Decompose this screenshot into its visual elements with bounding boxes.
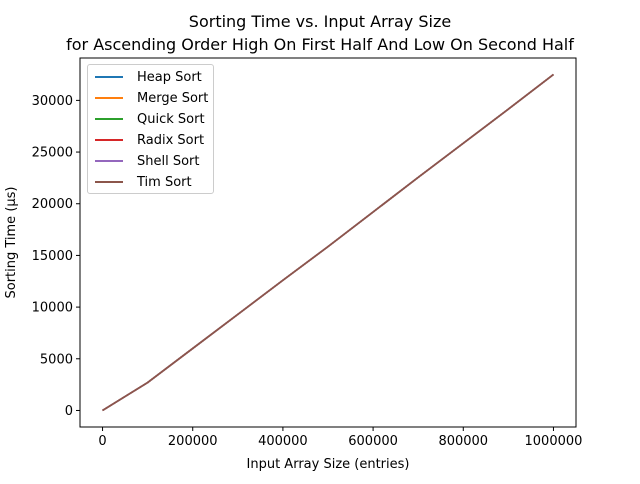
- chart-title: Sorting Time vs. Input Array Size: [189, 12, 451, 31]
- legend-item-tim-sort: Tim Sort: [95, 173, 192, 191]
- legend-swatch: [95, 97, 123, 99]
- legend-item-shell-sort: Shell Sort: [95, 152, 200, 170]
- x-tick-label: 800000: [438, 434, 488, 449]
- legend-swatch: [95, 76, 123, 78]
- plot-frame: [79, 57, 577, 428]
- y-tick-label: 5000: [40, 352, 73, 367]
- axis-ticks: 0 200000 400000 600000 800000 1000000 0 5000 100…: [32, 94, 583, 449]
- y-tick-label: 30000: [32, 94, 73, 109]
- y-tick-label: 20000: [32, 197, 73, 212]
- x-axis-label: Input Array Size (entries): [247, 457, 410, 472]
- legend-swatch: [95, 118, 123, 120]
- legend: Heap Sort Merge Sort Quick Sort Radix Sort S…: [87, 64, 214, 194]
- y-tick-label: 0: [65, 404, 73, 419]
- legend-label: Tim Sort: [137, 174, 192, 190]
- y-tick-label: 25000: [32, 146, 73, 161]
- chart-subtitle: for Ascending Order High On First Half A…: [66, 35, 574, 54]
- legend-swatch: [95, 181, 123, 183]
- legend-item-merge-sort: Merge Sort: [95, 89, 208, 107]
- x-tick-label: 200000: [168, 434, 218, 449]
- series-lines: [102, 73, 554, 412]
- legend-label: Quick Sort: [137, 111, 205, 127]
- y-axis-label: Sorting Time (µs): [4, 186, 19, 298]
- legend-label: Heap Sort: [137, 69, 202, 85]
- legend-item-heap-sort: Heap Sort: [95, 68, 202, 86]
- legend-label: Merge Sort: [137, 90, 209, 106]
- x-tick-label: 600000: [348, 434, 398, 449]
- y-tick-label: 10000: [32, 301, 73, 316]
- legend-label: Radix Sort: [137, 132, 205, 148]
- legend-label: Shell Sort: [137, 153, 200, 169]
- x-tick-label: 400000: [258, 434, 308, 449]
- x-tick-label: 1000000: [525, 434, 583, 449]
- legend-swatch: [95, 139, 123, 141]
- x-tick-label: 0: [98, 434, 106, 449]
- y-tick-label: 15000: [32, 249, 73, 264]
- legend-item-quick-sort: Quick Sort: [95, 110, 205, 128]
- legend-swatch: [95, 160, 123, 162]
- series-line-tim-sort: [102, 73, 554, 412]
- legend-item-radix-sort: Radix Sort: [95, 131, 204, 149]
